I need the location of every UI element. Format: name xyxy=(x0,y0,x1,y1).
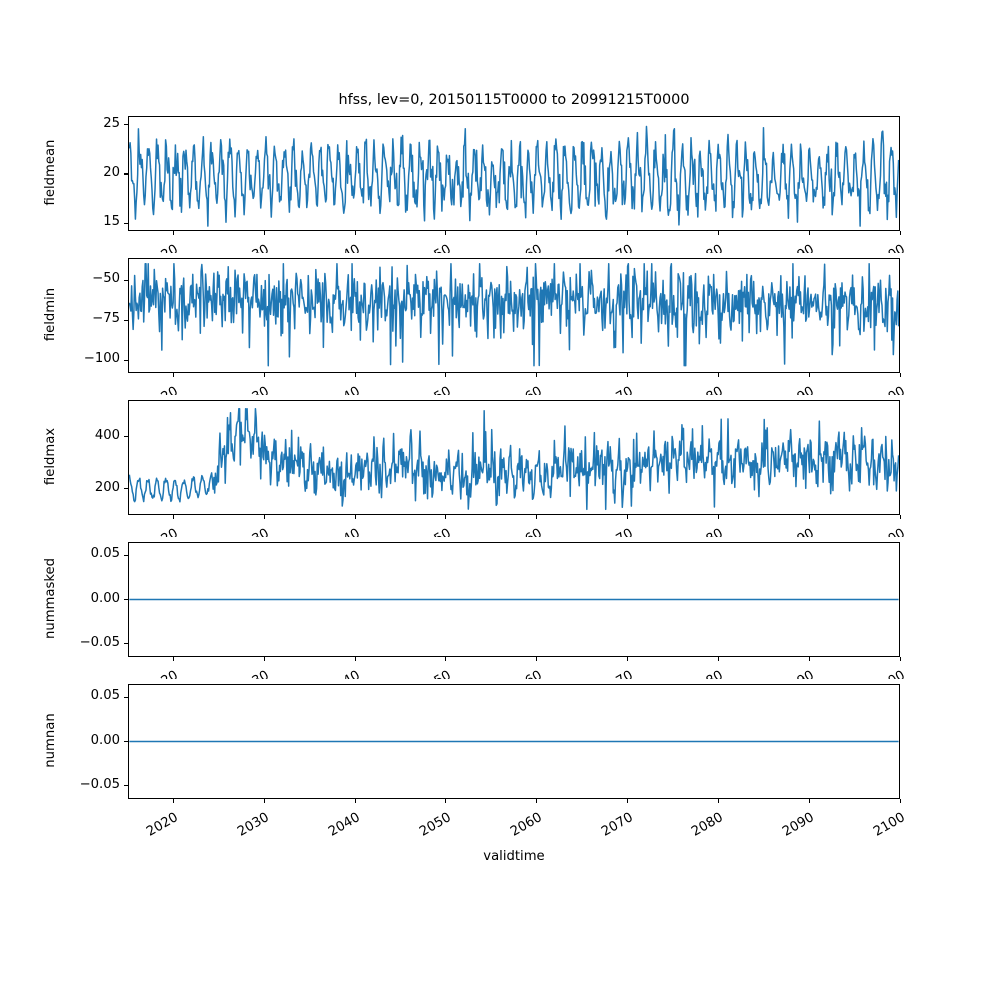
y-tick-label: 0.00 xyxy=(90,732,120,748)
y-tick-label: −0.05 xyxy=(79,634,120,650)
x-tick-mark xyxy=(536,799,538,803)
x-tick-mark xyxy=(354,799,356,803)
plot-panel-fieldmin xyxy=(128,258,900,373)
x-tick-mark xyxy=(627,373,629,377)
x-tick-mark xyxy=(717,373,719,377)
y-tick-label: 0.00 xyxy=(90,590,120,606)
y-tick-label: 25 xyxy=(103,115,120,131)
series-plot-nummasked xyxy=(129,543,899,656)
x-tick-mark xyxy=(536,231,538,235)
x-tick-mark xyxy=(627,657,629,661)
y-tick-label: −75 xyxy=(92,311,120,327)
x-tick-mark xyxy=(627,231,629,235)
x-tick-mark xyxy=(263,515,265,519)
y-tick-mark xyxy=(124,554,128,556)
y-tick-label: 0.05 xyxy=(90,688,120,704)
x-tick-mark xyxy=(717,515,719,519)
x-tick-mark xyxy=(445,657,447,661)
y-tick-mark xyxy=(124,785,128,787)
plot-panel-fieldmean xyxy=(128,116,900,231)
y-tick-label: 20 xyxy=(103,164,120,180)
plot-panel-numnan xyxy=(128,684,900,799)
y-axis-label-nummasked: nummasked xyxy=(42,557,58,639)
tick-label-clip-mask xyxy=(0,679,1000,684)
x-tick-mark xyxy=(354,657,356,661)
x-tick-mark xyxy=(354,515,356,519)
plot-panel-nummasked xyxy=(128,542,900,657)
series-plot-fieldmax xyxy=(129,401,899,514)
y-tick-label: 200 xyxy=(94,479,120,495)
x-tick-mark xyxy=(808,515,810,519)
x-tick-mark xyxy=(899,799,901,803)
x-tick-mark xyxy=(263,373,265,377)
y-tick-mark xyxy=(124,741,128,743)
y-tick-mark xyxy=(124,488,128,490)
data-line-fieldmax xyxy=(129,409,898,510)
x-tick-mark xyxy=(717,231,719,235)
x-tick-mark xyxy=(899,515,901,519)
x-tick-mark xyxy=(808,799,810,803)
tick-label-clip-mask xyxy=(0,537,1000,542)
y-tick-label: 15 xyxy=(103,214,120,230)
y-tick-mark xyxy=(124,436,128,438)
y-tick-mark xyxy=(124,279,128,281)
series-plot-fieldmean xyxy=(129,117,899,230)
x-tick-mark xyxy=(899,373,901,377)
x-tick-mark xyxy=(263,657,265,661)
y-axis-label-fieldmin: fieldmin xyxy=(42,287,58,341)
x-tick-mark xyxy=(899,231,901,235)
x-tick-mark xyxy=(354,373,356,377)
y-tick-mark xyxy=(124,124,128,126)
x-tick-mark xyxy=(536,657,538,661)
x-tick-mark xyxy=(627,515,629,519)
y-tick-mark xyxy=(124,319,128,321)
figure-title: hfss, lev=0, 20150115T0000 to 20991215T0… xyxy=(338,92,690,108)
x-tick-mark xyxy=(172,373,174,377)
x-tick-mark xyxy=(445,799,447,803)
y-axis-label-fieldmean: fieldmean xyxy=(42,139,58,205)
x-tick-mark xyxy=(172,231,174,235)
x-tick-mark xyxy=(899,657,901,661)
x-tick-mark xyxy=(263,799,265,803)
x-tick-mark xyxy=(536,373,538,377)
x-tick-mark xyxy=(808,231,810,235)
x-tick-mark xyxy=(717,799,719,803)
x-tick-mark xyxy=(354,231,356,235)
data-line-fieldmin xyxy=(129,264,898,366)
tick-label-clip-mask xyxy=(0,395,1000,400)
x-tick-mark xyxy=(172,657,174,661)
y-tick-mark xyxy=(124,643,128,645)
y-tick-mark xyxy=(124,599,128,601)
x-tick-mark xyxy=(536,515,538,519)
y-tick-label: 0.05 xyxy=(90,546,120,562)
x-tick-mark xyxy=(172,799,174,803)
x-tick-mark xyxy=(717,657,719,661)
y-tick-mark xyxy=(124,173,128,175)
data-line-fieldmean xyxy=(129,126,898,226)
x-tick-mark xyxy=(445,515,447,519)
y-tick-mark xyxy=(124,222,128,224)
y-tick-label: −0.05 xyxy=(79,776,120,792)
series-plot-fieldmin xyxy=(129,259,899,372)
tick-label-clip-mask xyxy=(0,253,1000,258)
plot-panel-fieldmax xyxy=(128,400,900,515)
y-tick-label: −100 xyxy=(83,351,120,367)
y-axis-label-fieldmax: fieldmax xyxy=(42,427,58,485)
series-plot-numnan xyxy=(129,685,899,798)
y-tick-label: −50 xyxy=(92,271,120,287)
y-axis-label-numnan: numnan xyxy=(42,712,58,768)
y-tick-mark xyxy=(124,359,128,361)
x-axis-label: validtime xyxy=(483,849,545,864)
x-tick-mark xyxy=(263,231,265,235)
x-tick-mark xyxy=(445,231,447,235)
x-tick-mark xyxy=(808,373,810,377)
x-tick-mark xyxy=(627,799,629,803)
y-tick-mark xyxy=(124,696,128,698)
x-tick-mark xyxy=(445,373,447,377)
x-tick-mark xyxy=(172,515,174,519)
y-tick-label: 400 xyxy=(94,427,120,443)
x-tick-mark xyxy=(808,657,810,661)
